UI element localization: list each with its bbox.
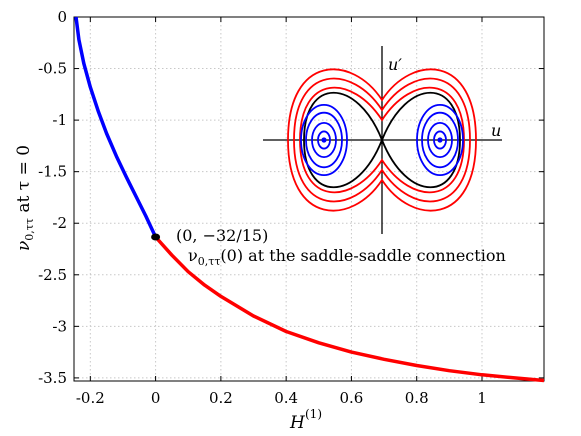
series-line-0 [74, 16, 158, 238]
y-tick-label: -3 [52, 317, 67, 335]
center-point [437, 137, 443, 143]
series-line-1 [154, 235, 545, 383]
plot-frame [73, 16, 545, 382]
x-tick-label: -0.2 [76, 389, 105, 407]
y-tick-label: -1.5 [38, 163, 67, 181]
inner-orbit [416, 104, 464, 176]
outer-orbit-2 [299, 86, 465, 194]
y-tick-label: 0 [57, 8, 67, 26]
inner-orbit [311, 121, 337, 159]
data-series [74, 16, 545, 383]
x-tick-label: 0.4 [274, 389, 298, 407]
inner-orbit [305, 111, 343, 169]
y-tick-label: -3.5 [38, 369, 67, 387]
y-axis-label-text: ν0,ττ at τ = 0 [14, 145, 36, 251]
caption-sub: 0,ττ [198, 255, 221, 268]
x-axis-label-sup: (1) [305, 407, 322, 421]
data-markers [151, 233, 161, 241]
axis-ticks: -0.2 0 0.2 0.4 0.6 0.8 1 0 -0.5 -1 -1.5 -2 -2.5 -3 -3.… [38, 8, 544, 407]
y-axis-label: ν0,ττ at τ = 0 [14, 145, 36, 251]
inset-uprime-label: u′ [388, 55, 402, 74]
x-tick-label: 0 [151, 389, 161, 407]
inset-u-label: u [491, 121, 501, 140]
point-label: (0, −32/15) [176, 226, 268, 245]
y-tick-label: -0.5 [38, 60, 67, 78]
caption-nu: ν [188, 246, 198, 265]
y-tick-label: -2 [52, 214, 67, 232]
x-tick-label: 0.2 [209, 389, 233, 407]
caption-annotation: ν0,ττ(0) at the saddle-saddle connection [188, 246, 506, 268]
inner-orbit [427, 121, 453, 159]
center-point [321, 137, 327, 143]
inset-orbits [287, 68, 477, 212]
grid-lines [74, 16, 544, 381]
separatrix-lobe [303, 91, 383, 189]
inner-orbit [433, 130, 447, 150]
y-tick-label: -2.5 [38, 266, 67, 284]
x-tick-label: 0.8 [405, 389, 429, 407]
y-label-nu: ν [14, 241, 34, 251]
y-tick-label: -1 [52, 111, 67, 129]
inner-orbit [317, 130, 331, 150]
x-axis-label-main: H [289, 413, 306, 433]
caption-rest: (0) at the saddle-saddle connection [220, 246, 505, 265]
y-label-sub: 0,ττ [23, 218, 36, 241]
y-label-rest: at τ = 0 [14, 145, 34, 218]
outer-orbit-0 [287, 68, 477, 212]
phase-portrait-inset: u u′ [263, 46, 502, 234]
inner-orbit [300, 104, 348, 176]
outer-orbit-1 [293, 77, 471, 203]
x-axis-label: H (1) [289, 407, 322, 433]
separatrix-lobe [381, 91, 461, 189]
saddle-connection-marker [151, 233, 161, 241]
inner-orbit [421, 111, 459, 169]
x-tick-label: 0.6 [340, 389, 364, 407]
x-tick-label: 1 [477, 389, 487, 407]
